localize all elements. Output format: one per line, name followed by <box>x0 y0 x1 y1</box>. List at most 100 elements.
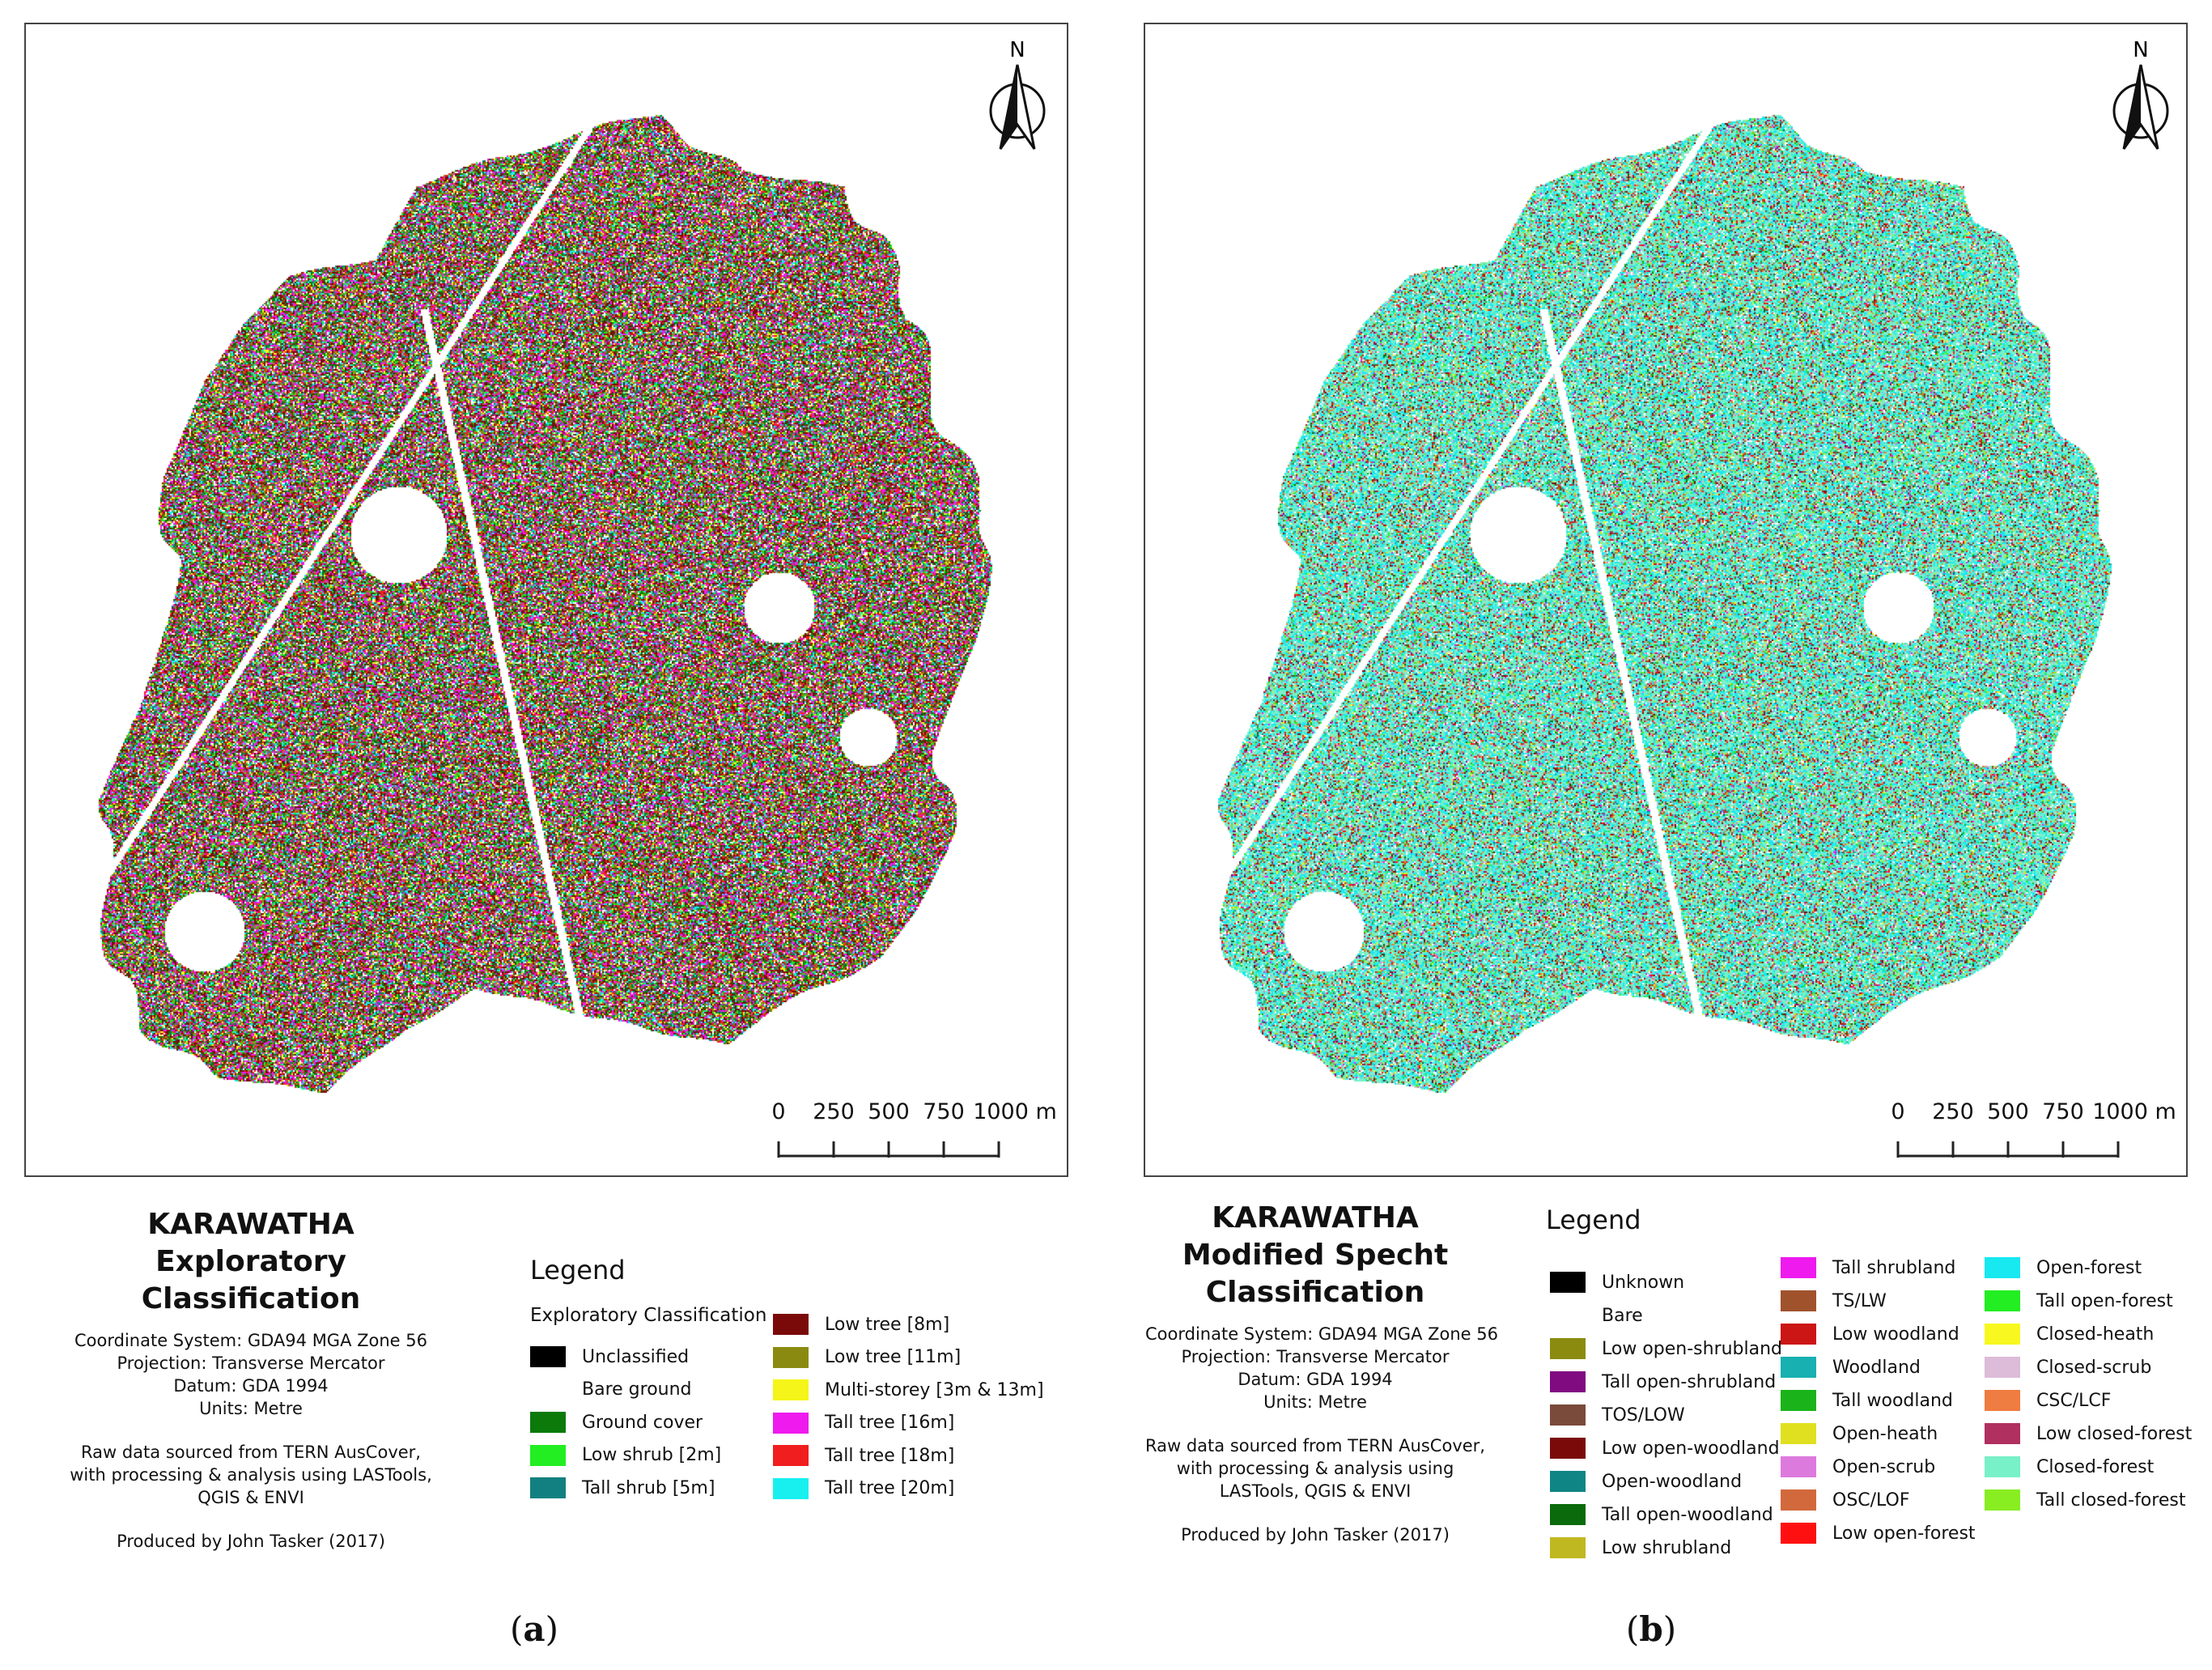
map-title-line2: Exploratory Classification <box>141 1245 361 1315</box>
legend-item: Open-heath <box>1781 1421 1938 1447</box>
scale-bar-graphic <box>777 1141 1000 1158</box>
legend-item: CSC/LCF <box>1985 1387 2111 1413</box>
source-text-2: with processing & analysis using LASTool… <box>70 1465 432 1485</box>
map-frame-a: N 0 250 500 750 1000 m <box>24 23 1068 1177</box>
legend-item: Tall open-shrubland <box>1550 1369 1776 1395</box>
legend-item: Closed-heath <box>1985 1321 2154 1347</box>
legend-swatch <box>1550 1438 1586 1459</box>
legend-label: Open-heath <box>1832 1423 1938 1444</box>
legend-swatch <box>773 1477 809 1499</box>
source-text-1: Raw data sourced from TERN AusCover, <box>81 1443 421 1462</box>
legend-label: Ground cover <box>582 1412 703 1433</box>
legend-label: CSC/LCF <box>2036 1390 2112 1411</box>
legend-item: Low tree [8m] <box>773 1311 949 1337</box>
legend-item: Closed-scrub <box>1985 1354 2151 1380</box>
legend-label: Tall shrubland <box>1832 1257 1956 1278</box>
legend-item: Low shrubland <box>1550 1535 1731 1561</box>
units-text: Units: Metre <box>199 1399 303 1418</box>
scale-bar: 0 250 500 750 1000 m <box>1891 1099 2183 1172</box>
legend-title-b: Legend <box>1546 1205 1641 1235</box>
legend-label: Tall tree [20m] <box>825 1478 955 1498</box>
source-text-3: QGIS & ENVI <box>197 1488 304 1507</box>
classification-raster-b <box>1145 24 2186 1175</box>
title-block-a: KARAWATHA Exploratory Classification Coo… <box>49 1206 453 1553</box>
legend-swatch <box>530 1477 566 1498</box>
legend-label: TOS/LOW <box>1602 1404 1685 1426</box>
legend-label: Tall closed-forest <box>2036 1489 2186 1511</box>
coordinate-system-text: Coordinate System: GDA94 MGA Zone 56 <box>74 1331 427 1350</box>
legend-subtitle-a: Exploratory Classification <box>530 1305 767 1326</box>
scale-tick-1000: 1000 m <box>973 1099 1057 1124</box>
legend-item: Low tree [11m] <box>773 1345 961 1370</box>
north-arrow-icon: N <box>2104 34 2177 155</box>
legend-item: Open-woodland <box>1550 1468 1742 1494</box>
legend-swatch <box>1781 1390 1816 1411</box>
legend-label: Unknown <box>1602 1272 1685 1293</box>
legend-item: Low woodland <box>1781 1321 1959 1347</box>
legend-item: Tall open-forest <box>1985 1288 2173 1314</box>
legend-label: Low closed-forest <box>2036 1423 2193 1444</box>
scale-tick-500: 500 <box>868 1099 910 1124</box>
scale-tick-250: 250 <box>813 1099 855 1124</box>
legend-label: Tall tree [16m] <box>825 1413 955 1433</box>
legend-item: Low open-woodland <box>1550 1435 1780 1461</box>
legend-item: Open-scrub <box>1781 1454 1935 1480</box>
legend-label: Low shrubland <box>1602 1537 1732 1558</box>
legend-swatch <box>1781 1489 1816 1511</box>
legend-item: Multi-storey [3m & 13m] <box>773 1377 1044 1403</box>
produced-by-text: Produced by John Tasker (2017) <box>117 1532 385 1551</box>
legend-item: Tall tree [18m] <box>773 1443 954 1468</box>
legend-swatch <box>1985 1390 2020 1411</box>
north-label: N <box>2133 38 2148 62</box>
scale-bar-graphic <box>1896 1141 2120 1158</box>
legend-label: TS/LW <box>1832 1290 1887 1311</box>
legend-label: Low woodland <box>1832 1324 1959 1345</box>
legend-item: Unknown <box>1550 1269 1684 1295</box>
legend-item: Open-forest <box>1985 1255 2142 1281</box>
legend-label: Tall open-shrubland <box>1602 1371 1777 1392</box>
legend-swatch <box>773 1412 809 1434</box>
datum-text: Datum: GDA 1994 <box>173 1376 329 1396</box>
legend-swatch <box>1550 1371 1586 1392</box>
legend-swatch <box>1985 1257 2020 1278</box>
legend-item: Unclassified <box>530 1344 689 1370</box>
north-arrow-graphic: N <box>2112 38 2169 150</box>
legend-swatch <box>1781 1456 1816 1477</box>
legend-label: OSC/LOF <box>1832 1489 1910 1511</box>
legend-swatch <box>1781 1423 1816 1444</box>
legend-item: Woodland <box>1781 1354 1921 1380</box>
legend-item: Closed-forest <box>1985 1454 2154 1480</box>
map-title-line2: Modified Specht <box>1182 1239 1449 1272</box>
source-text-2: with processing & analysis using <box>1176 1459 1454 1478</box>
legend-label: Open-woodland <box>1602 1471 1743 1492</box>
legend-title-a: Legend <box>530 1255 626 1285</box>
scale-tick-0: 0 <box>771 1099 786 1124</box>
legend-swatch <box>1985 1423 2020 1444</box>
legend-item: Tall tree [16m] <box>773 1410 954 1436</box>
legend-item: Tall tree [20m] <box>773 1476 954 1502</box>
legend-item: Bare ground <box>530 1377 692 1403</box>
legend-label: Low shrub [2m] <box>582 1445 722 1465</box>
north-label: N <box>1009 38 1025 62</box>
legend-label: Bare <box>1602 1305 1643 1326</box>
legend-item: Bare <box>1550 1302 1643 1328</box>
units-text: Units: Metre <box>1263 1392 1367 1412</box>
legend-swatch <box>773 1379 809 1400</box>
legend-label: Closed-scrub <box>2036 1357 2152 1378</box>
legend-item: Low closed-forest <box>1985 1421 2192 1447</box>
legend-label: Tall tree [18m] <box>825 1445 955 1466</box>
legend-item: Low open-forest <box>1781 1520 1976 1546</box>
legend-swatch <box>530 1412 566 1433</box>
caption-b: (b) <box>1625 1609 1677 1649</box>
scale-tick-500: 500 <box>1987 1099 2029 1124</box>
legend-swatch <box>1550 1305 1586 1326</box>
legend-swatch <box>773 1314 809 1335</box>
map-metadata: Coordinate System: GDA94 MGA Zone 56 Pro… <box>1145 1323 1498 1546</box>
legend-label: Open-forest <box>2036 1257 2142 1278</box>
legend-swatch <box>1985 1290 2020 1311</box>
legend-label: Tall open-woodland <box>1602 1504 1773 1525</box>
legend-item: TOS/LOW <box>1550 1402 1685 1428</box>
caption-letter-b: b <box>1639 1609 1663 1649</box>
produced-by-text: Produced by John Tasker (2017) <box>1181 1525 1450 1545</box>
datum-text: Datum: GDA 1994 <box>1238 1370 1393 1389</box>
